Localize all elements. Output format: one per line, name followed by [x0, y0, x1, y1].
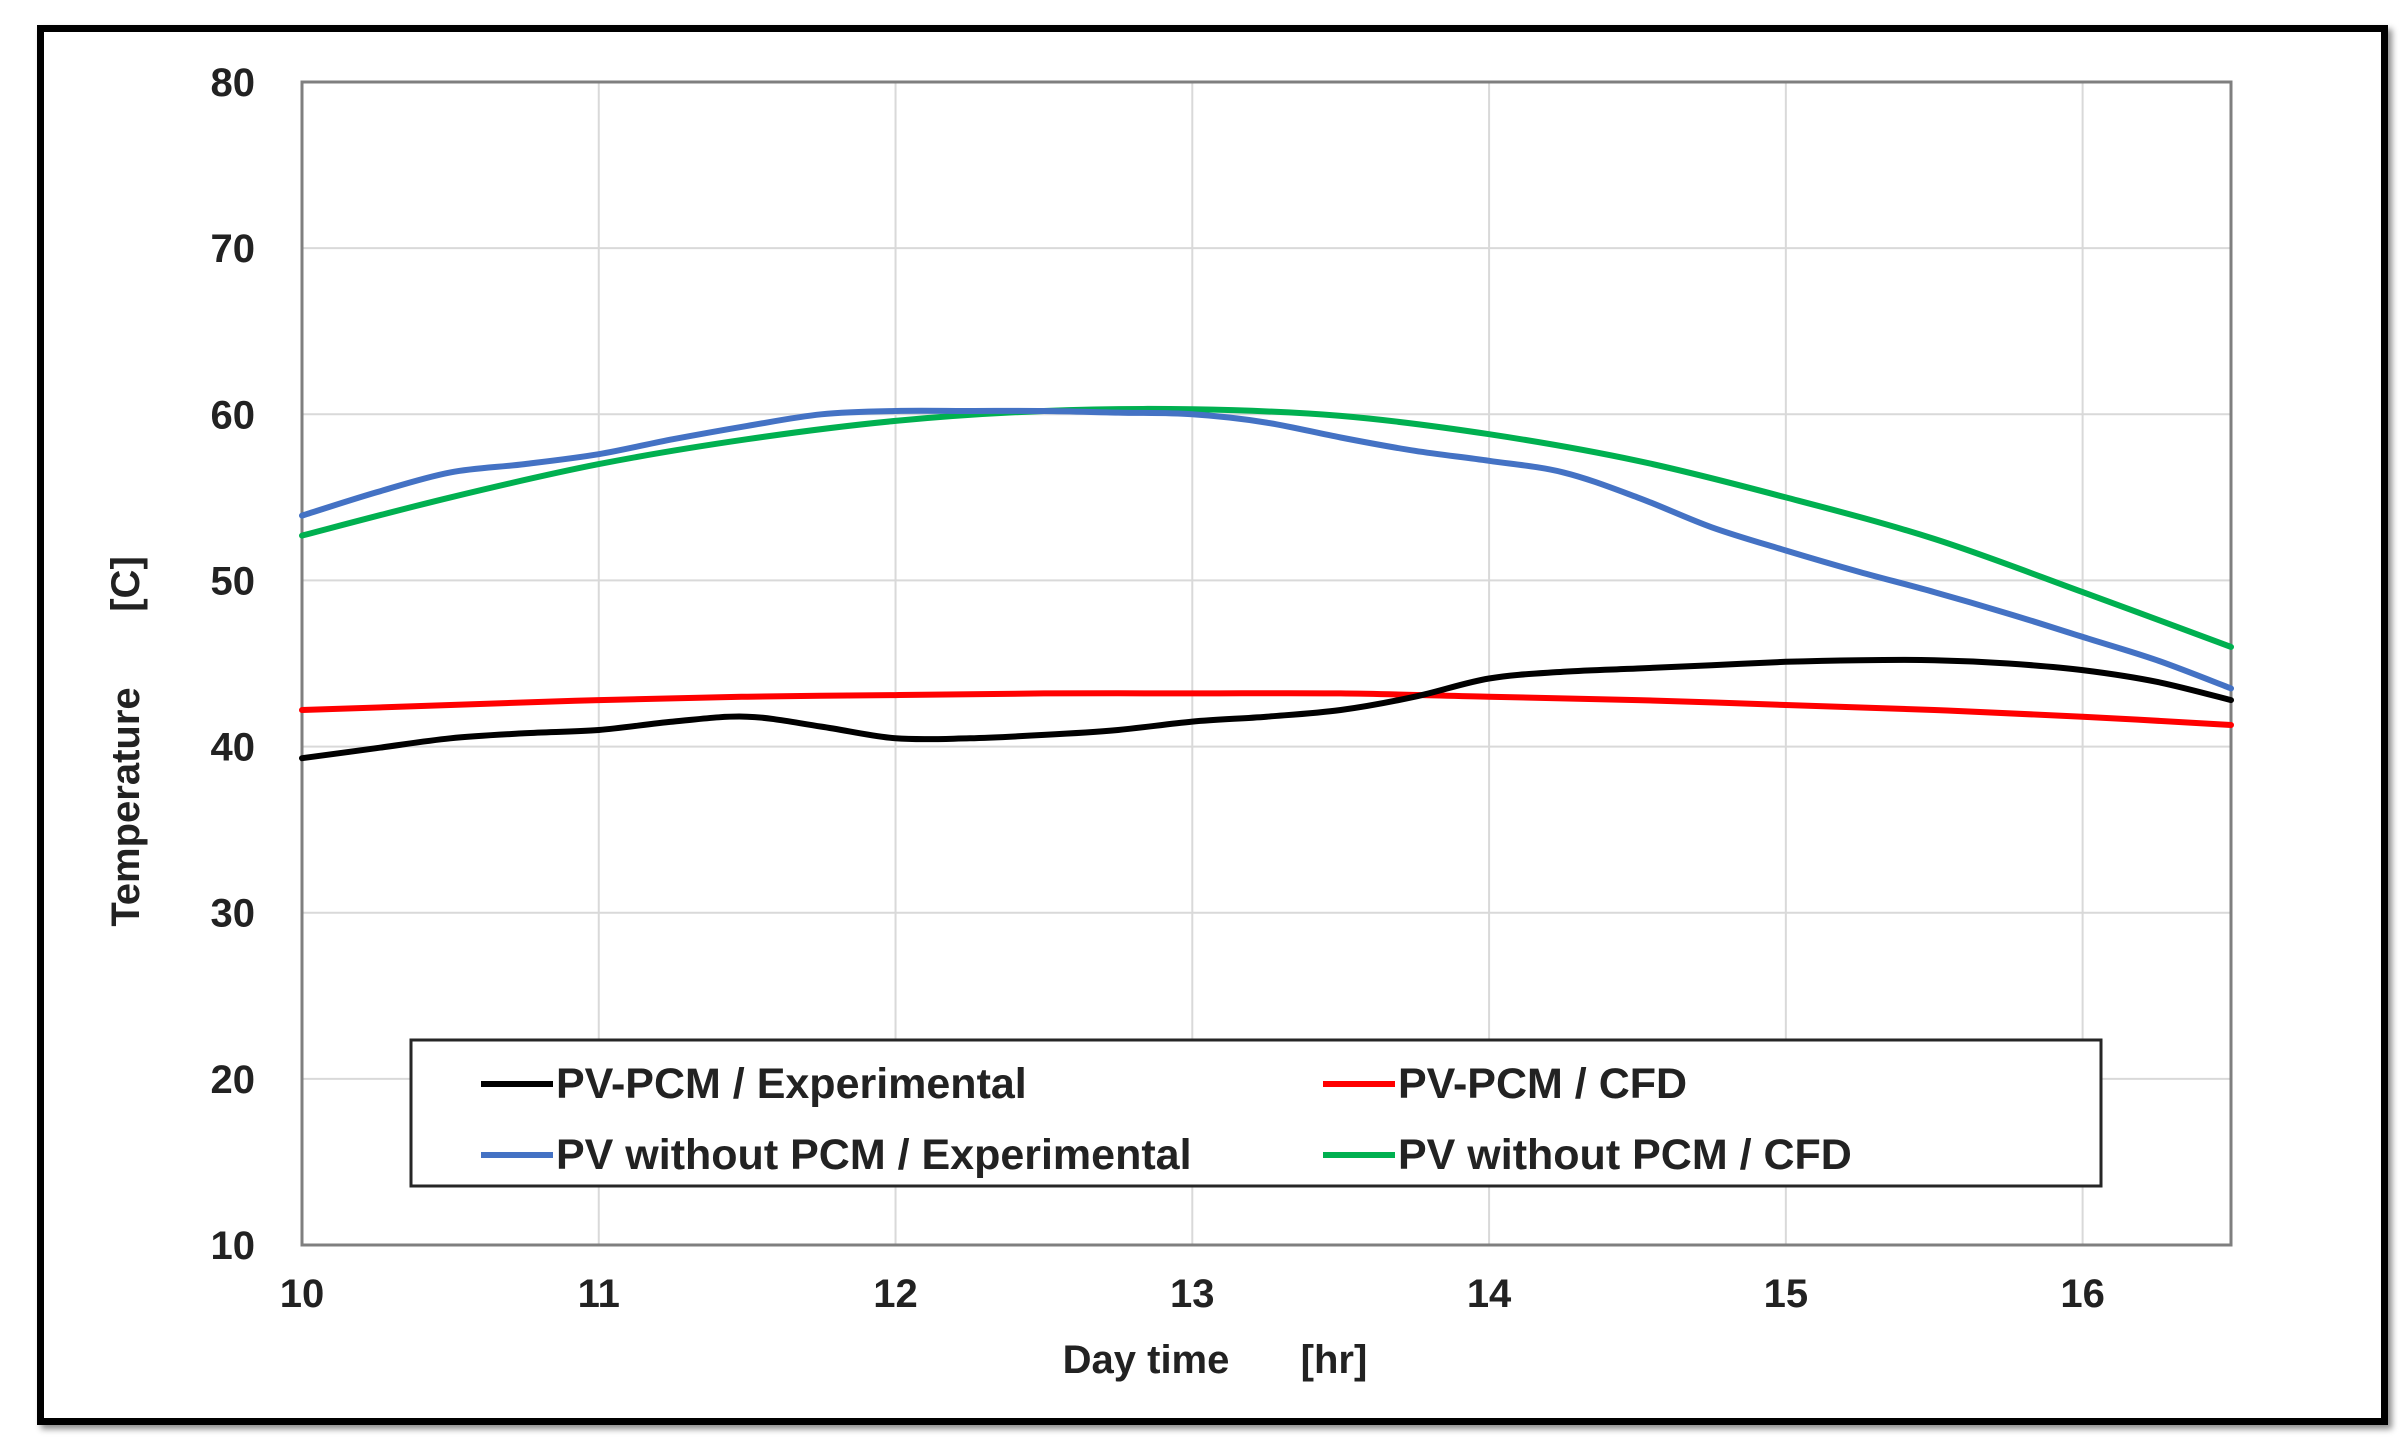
plot-area-border — [300, 80, 2233, 1247]
y-axis-unit: [C] — [104, 556, 148, 612]
y-tick-label: 40 — [211, 726, 256, 770]
y-tick-label: 10 — [211, 1224, 256, 1268]
legend-label: PV-PCM / Experimental — [556, 1060, 1027, 1108]
legend: PV-PCM / Experimental PV-PCM / CFD PV with… — [409, 1038, 2103, 1188]
y-tick-label: 60 — [211, 393, 256, 437]
y-tick-label: 30 — [211, 892, 256, 936]
y-tick-label: 80 — [211, 61, 256, 105]
series-lines — [299, 405, 2234, 762]
x-tick-label: 11 — [578, 1272, 620, 1316]
series-line-pv-pcm-cfd — [299, 690, 2234, 728]
x-axis-title: Day time [hr] — [1063, 1338, 1368, 1382]
x-tick-label: 16 — [2060, 1272, 2105, 1316]
legend-label: PV-PCM / CFD — [1398, 1060, 1687, 1108]
legend-item-pv-without-pcm-cfd: PV without PCM / CFD — [1323, 1131, 1852, 1179]
legend-item-pv-pcm-experimental: PV-PCM / Experimental — [481, 1060, 1027, 1108]
y-tick-label: 20 — [211, 1058, 256, 1102]
x-axis-unit: [hr] — [1301, 1338, 1368, 1382]
legend-label: PV without PCM / Experimental — [556, 1131, 1192, 1179]
legend-item-pv-without-pcm-experimental: PV without PCM / Experimental — [481, 1131, 1192, 1179]
legend-label: PV without PCM / CFD — [1398, 1131, 1852, 1179]
legend-item-pv-pcm-cfd: PV-PCM / CFD — [1323, 1060, 1687, 1108]
x-tick-label: 10 — [280, 1272, 325, 1316]
x-tick-label: 12 — [873, 1272, 918, 1316]
y-tick-label: 70 — [211, 227, 256, 271]
x-axis-ticks: 10 11 12 13 14 15 16 — [280, 1272, 2105, 1316]
legend-box — [409, 1038, 2103, 1188]
series-line-pv-without-pcm-experimental — [299, 407, 2234, 692]
series-line-pv-without-pcm-cfd — [299, 405, 2234, 650]
series-line-pv-pcm-experimental — [299, 656, 2234, 762]
x-axis-label: Day time — [1063, 1338, 1230, 1382]
y-axis-label: Temperature — [104, 687, 148, 926]
x-tick-label: 14 — [1467, 1272, 1512, 1316]
chart-frame: 10 20 30 40 50 60 70 80 10 11 12 13 14 15 16 Day time… — [37, 25, 2388, 1425]
y-axis-ticks: 10 20 30 40 50 60 70 80 — [211, 61, 256, 1268]
y-tick-label: 50 — [211, 559, 256, 603]
y-axis-title: Temperature [C] — [104, 556, 148, 926]
chart-canvas: 10 20 30 40 50 60 70 80 10 11 12 13 14 15 16 Day time… — [104, 61, 2234, 1382]
x-tick-label: 15 — [1764, 1272, 1809, 1316]
x-tick-label: 13 — [1170, 1272, 1215, 1316]
